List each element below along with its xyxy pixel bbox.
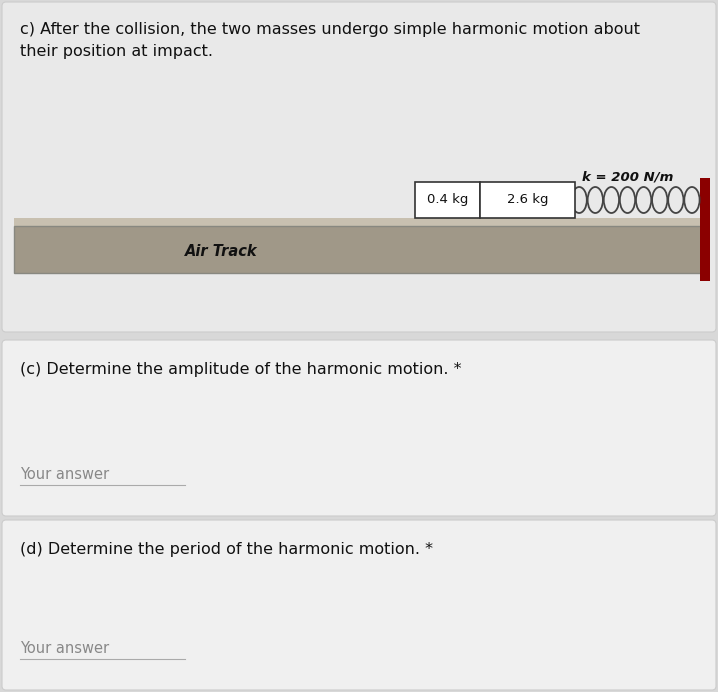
Text: 0.4 kg: 0.4 kg: [426, 194, 468, 206]
Text: (d) Determine the period of the harmonic motion. *: (d) Determine the period of the harmonic…: [20, 542, 433, 557]
Text: 2.6 kg: 2.6 kg: [507, 194, 549, 206]
Bar: [700, 178, 710, 281]
Text: Your answer: Your answer: [20, 467, 109, 482]
Bar: [14, 226, 704, 273]
FancyBboxPatch shape: [2, 340, 716, 516]
Bar: [415, 182, 480, 218]
Bar: [480, 182, 575, 218]
Text: (c) Determine the amplitude of the harmonic motion. *: (c) Determine the amplitude of the harmo…: [20, 362, 462, 377]
FancyBboxPatch shape: [2, 2, 716, 332]
Text: Your answer: Your answer: [20, 641, 109, 656]
Text: c) After the collision, the two masses undergo simple harmonic motion about: c) After the collision, the two masses u…: [20, 22, 640, 37]
Text: Air Track: Air Track: [185, 244, 257, 259]
FancyBboxPatch shape: [2, 520, 716, 690]
Text: k = 200 N/m: k = 200 N/m: [582, 170, 673, 183]
Bar: [14, 218, 704, 226]
Text: their position at impact.: their position at impact.: [20, 44, 213, 59]
